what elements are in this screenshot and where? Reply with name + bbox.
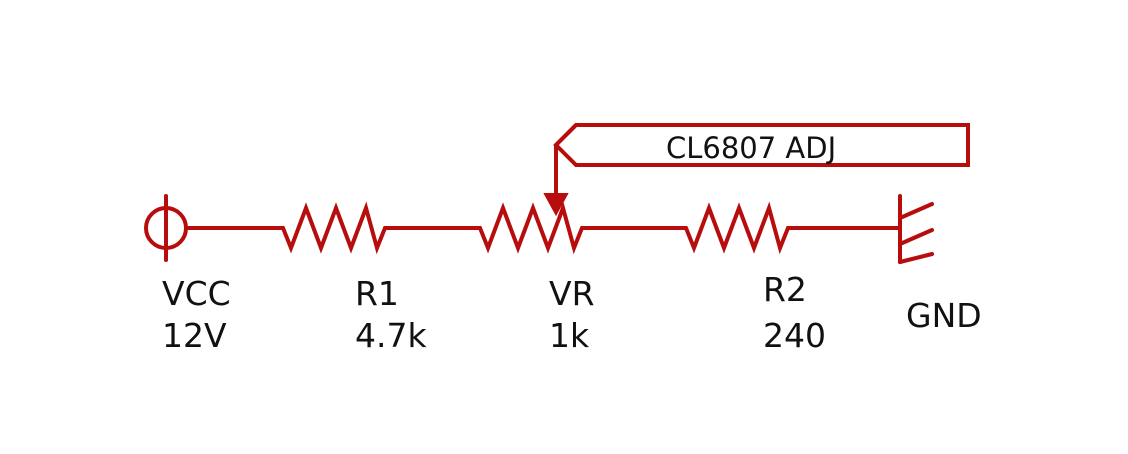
vr-potentiometer[interactable] (478, 201, 584, 255)
vcc-value-label: 12V (162, 316, 227, 355)
vr-value-label: 1k (549, 316, 590, 355)
vr-wiper-arrow-icon (543, 193, 569, 217)
r2-name-label: R2 (763, 270, 807, 309)
vcc-symbol[interactable] (144, 194, 188, 262)
gnd-symbol[interactable] (898, 194, 934, 264)
vcc-name-label: VCC (162, 274, 231, 313)
r2-resistor[interactable] (684, 201, 790, 255)
gnd-name-label: GND (906, 296, 982, 335)
gnd-hatch-1 (898, 202, 934, 220)
gnd-hatch-3 (898, 252, 934, 264)
r1-value-label: 4.7k (355, 316, 427, 355)
net-label-flag[interactable] (553, 123, 970, 167)
net-label-text: CL6807 ADJ (666, 131, 836, 165)
gnd-hatch-2 (898, 228, 934, 246)
vr-name-label: VR (549, 274, 595, 313)
r1-resistor[interactable] (281, 201, 387, 255)
r2-value-label: 240 (763, 316, 826, 355)
r1-name-label: R1 (355, 274, 399, 313)
